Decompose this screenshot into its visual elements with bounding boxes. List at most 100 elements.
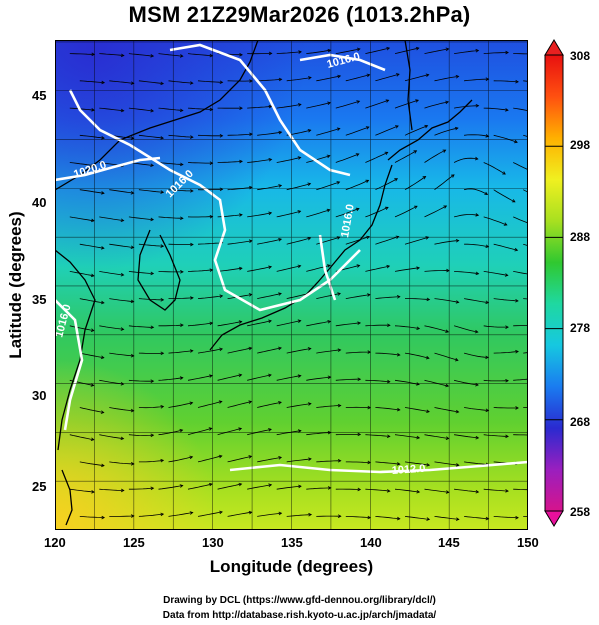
streamline: [335, 322, 361, 327]
streamline-arrow: [425, 73, 430, 77]
streamline: [227, 401, 252, 408]
streamline: [464, 298, 489, 303]
streamline-arrow: [248, 400, 253, 404]
streamline: [99, 488, 124, 491]
x-tick-label: 135: [281, 535, 303, 550]
streamline: [197, 80, 223, 83]
streamline-arrow: [366, 235, 371, 240]
streamline-arrow: [120, 488, 125, 493]
x-tick-label: 130: [202, 535, 224, 550]
streamline-arrow: [120, 272, 125, 277]
streamline: [424, 434, 449, 439]
streamline-arrow: [355, 153, 360, 157]
streamline: [217, 267, 242, 272]
colorbar-ticks: [545, 54, 563, 512]
streamline-arrow: [474, 156, 479, 161]
colorbar-tick-label: 308: [570, 49, 591, 63]
streamline: [197, 134, 223, 137]
streamline: [316, 128, 340, 136]
streamline-arrow: [219, 80, 224, 85]
streamline: [483, 271, 508, 276]
streamline-arrow: [90, 328, 95, 332]
streamline-arrow: [150, 217, 155, 222]
streamline-arrow: [268, 373, 272, 378]
streamline: [247, 428, 272, 436]
streamline-arrow: [307, 402, 312, 406]
streamline: [227, 511, 252, 517]
streamline-arrow: [160, 458, 165, 463]
streamline-arrow: [505, 108, 509, 112]
streamline: [394, 267, 420, 272]
streamline-arrow: [474, 329, 479, 334]
isobar-label: 1012.0: [391, 463, 425, 477]
streamline: [365, 99, 389, 109]
streamline: [404, 125, 428, 136]
streamline-arrow: [327, 101, 332, 105]
streamline-arrow: [426, 409, 430, 413]
streamline-arrow: [150, 325, 155, 330]
streamline: [247, 266, 272, 272]
streamline-arrow: [278, 456, 282, 460]
streamline: [257, 401, 282, 408]
streamline-arrow: [100, 300, 105, 305]
streamline-arrow: [357, 377, 362, 382]
streamline-arrow: [160, 298, 165, 302]
streamline-arrow: [248, 346, 253, 351]
streamline-arrow: [190, 296, 194, 300]
streamline: [493, 134, 518, 143]
streamline-arrow: [278, 184, 283, 188]
streamline-arrow: [413, 205, 418, 209]
streamline: [375, 461, 400, 465]
streamline: [109, 189, 134, 194]
streamline-arrow: [238, 373, 243, 378]
streamline: [454, 379, 479, 386]
streamline-arrow: [337, 459, 342, 463]
streamline-arrow: [454, 357, 459, 362]
streamline: [454, 214, 479, 218]
streamline-arrow: [101, 191, 105, 195]
streamline-arrow: [357, 321, 362, 325]
streamline: [99, 434, 124, 440]
streamline: [434, 76, 459, 82]
streamline: [79, 461, 105, 467]
streamline: [187, 107, 213, 110]
streamline: [345, 294, 371, 299]
streamline: [345, 516, 371, 519]
streamline: [109, 461, 134, 465]
streamline-arrow: [150, 433, 155, 438]
streamline-arrow: [90, 273, 95, 278]
streamline: [69, 488, 95, 493]
streamline-arrow: [90, 383, 95, 387]
streamline: [375, 236, 399, 245]
streamline: [513, 271, 528, 275]
streamline: [493, 516, 519, 519]
streamline-arrow: [426, 517, 431, 521]
streamline-arrow: [190, 242, 194, 247]
colorbar: [544, 39, 564, 527]
streamline: [197, 455, 222, 463]
streamline: [69, 325, 94, 331]
streamline-arrow: [455, 463, 460, 467]
streamline: [69, 107, 95, 111]
streamline-arrow: [150, 108, 155, 113]
streamline-arrow: [298, 484, 302, 489]
streamline: [187, 375, 213, 381]
streamline-arrow: [190, 135, 194, 139]
streamline-arrow: [160, 512, 165, 517]
streamline-arrow: [415, 99, 420, 103]
streamline-arrow: [219, 347, 224, 352]
plot-frame: [55, 40, 528, 530]
streamline: [247, 374, 272, 381]
streamline: [335, 153, 359, 163]
streamline: [454, 271, 479, 275]
isobar-line: [169, 43, 351, 177]
streamline: [276, 320, 301, 327]
streamline-arrow: [278, 77, 283, 82]
streamline-arrow: [150, 163, 155, 167]
streamline: [79, 80, 105, 84]
streamline-arrow: [308, 512, 313, 517]
streamline: [394, 99, 419, 109]
streamline-arrow: [297, 374, 302, 378]
streamline: [138, 459, 164, 463]
streamline-arrow: [268, 104, 273, 109]
